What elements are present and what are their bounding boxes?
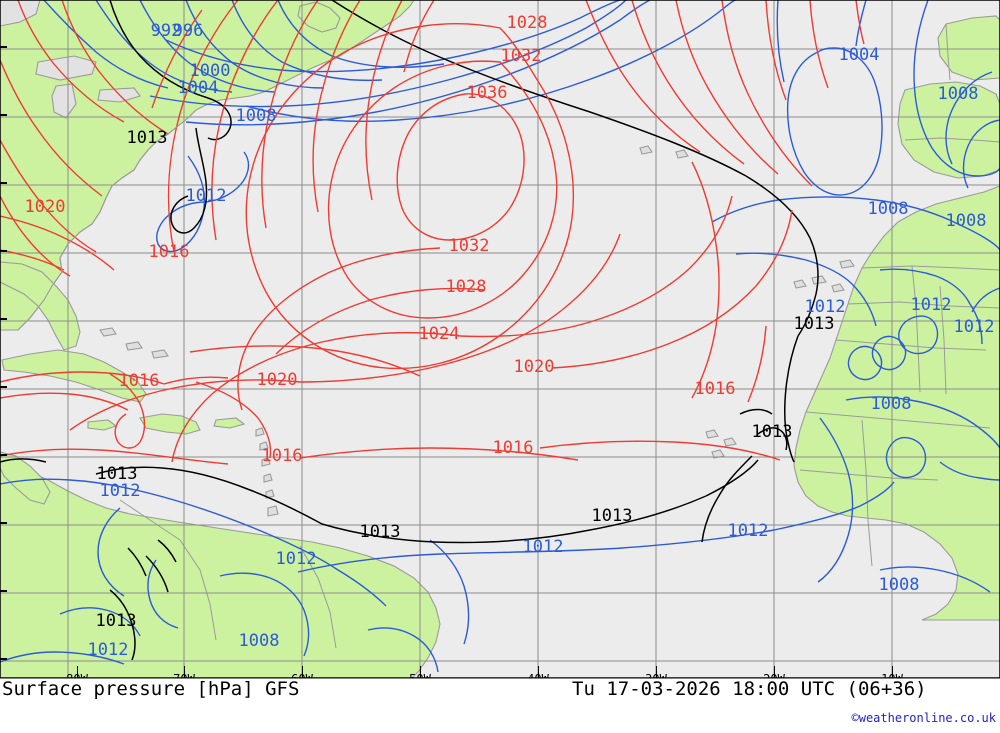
isobar-label: 1028 <box>506 13 548 33</box>
isobar-label: 1013 <box>126 128 168 148</box>
longitude-tick-mark <box>184 666 185 678</box>
footer-bar <box>0 678 1000 733</box>
isobar-label: 1036 <box>466 83 508 103</box>
land-central-america <box>0 451 51 505</box>
isobar-label: 1020 <box>256 370 298 390</box>
isobar-label: 1012 <box>953 317 995 337</box>
isobar-label: 1024 <box>418 324 460 344</box>
land-france <box>937 15 1000 81</box>
isobar-label: 1013 <box>95 611 137 631</box>
isobar-label: 1012 <box>910 295 952 315</box>
isobar-label: 1020 <box>24 197 66 217</box>
land-puerto-rico <box>213 417 246 429</box>
isobars-high <box>0 0 865 465</box>
isobar-label: 1008 <box>867 199 909 219</box>
isobar-label: 1032 <box>448 236 490 256</box>
isobar-label: 1012 <box>727 521 769 541</box>
latitude-tick-mark <box>0 522 7 524</box>
latitude-tick-mark <box>0 454 7 456</box>
isobar-label: 1013 <box>96 464 138 484</box>
longitude-tick-mark <box>892 666 893 678</box>
longitude-tick-mark <box>774 666 775 678</box>
latitude-tick-mark <box>0 590 7 592</box>
isobar-label: 1016 <box>148 242 190 262</box>
isobars-1013 <box>0 0 819 661</box>
isobars-low <box>0 0 1000 673</box>
land-newfoundland <box>297 1 341 33</box>
latitude-tick-mark <box>0 250 7 252</box>
latitude-tick-mark <box>0 46 7 48</box>
land-south-america <box>0 467 441 678</box>
isobar-label: 1012 <box>275 549 317 569</box>
model-run-time: Tu 17-03-2026 18:00 UTC (06+36) <box>572 678 927 700</box>
isobar-label: 1008 <box>238 631 280 651</box>
isobar-label: 1016 <box>492 438 534 458</box>
lake-superior <box>35 55 97 81</box>
isobar-label: 1012 <box>99 481 141 501</box>
isobar-label: 1013 <box>793 314 835 334</box>
coastlines <box>0 109 197 331</box>
isobar-label: 1008 <box>878 575 920 595</box>
land-jamaica <box>87 419 118 431</box>
isobar-label: 1012 <box>804 297 846 317</box>
copyright-label: ©weatheronline.co.uk <box>851 711 997 725</box>
isobar-label: 1000 <box>189 61 231 81</box>
isobar-label: 1004 <box>838 45 880 65</box>
land-hispaniola <box>139 413 201 435</box>
longitude-tick-mark <box>656 666 657 678</box>
land-greenland-edge <box>0 0 41 27</box>
longitude-tick-mark <box>420 666 421 678</box>
longitude-tick-mark <box>302 666 303 678</box>
land-azores <box>639 145 689 159</box>
isobar-label: 1013 <box>751 422 793 442</box>
latitude-tick-mark <box>0 386 7 388</box>
isobar-label: 1008 <box>937 84 979 104</box>
isobar-label: 1016 <box>118 371 160 391</box>
latitude-tick-mark <box>0 182 7 184</box>
map-canvas[interactable]: 992 996 1000 1004 1008 1013 1012 1020 1016 1028 10… <box>0 0 1000 678</box>
isobar-label: 1013 <box>591 506 633 526</box>
map-title: Surface pressure [hPa] GFS <box>2 678 300 700</box>
isobar-label: 1012 <box>185 186 227 206</box>
isobar-label: 1012 <box>87 640 129 660</box>
latitude-tick-mark <box>0 318 7 320</box>
isobar-label: 996 <box>172 21 204 41</box>
map-graphics <box>0 0 1000 678</box>
land-madeira <box>839 259 855 269</box>
isobar-label: 1032 <box>500 46 542 66</box>
isobar-label: 1012 <box>522 537 564 557</box>
isobar-label: 992 <box>150 21 182 41</box>
land-lesser-antilles <box>255 427 279 517</box>
isobar-label: 1008 <box>235 106 277 126</box>
isobar-label: 1028 <box>445 277 487 297</box>
latitude-tick-mark <box>0 658 7 660</box>
political-borders <box>119 23 1000 649</box>
isobar-label: 1004 <box>177 78 219 98</box>
land-cape-verde <box>705 429 737 459</box>
latitude-tick-mark <box>0 114 7 116</box>
longitude-tick-mark <box>77 666 78 678</box>
isobar-label: 1008 <box>945 211 987 231</box>
isobar-label: 1016 <box>261 446 303 466</box>
longitude-tick-mark <box>538 666 539 678</box>
isobar-label: 1016 <box>694 379 736 399</box>
isobar-label: 1020 <box>513 357 555 377</box>
land-bahamas <box>99 327 169 359</box>
isobar-label: 1008 <box>870 394 912 414</box>
isobar-label: 1013 <box>359 522 401 542</box>
